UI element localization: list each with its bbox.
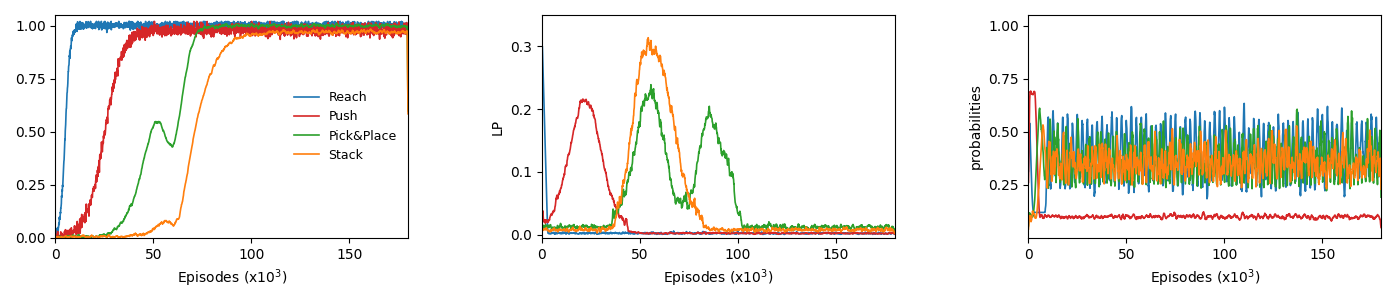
Legend: Reach, Push, Pick&Place, Stack: Reach, Push, Pick&Place, Stack xyxy=(289,86,402,167)
Pick&Place xyxy=(306,21,322,25)
Pick&Place xyxy=(288,23,304,27)
Line: Stack: Stack xyxy=(56,29,408,238)
Y-axis label: probabilities: probabilities xyxy=(969,84,983,169)
Stack xyxy=(399,112,416,116)
Push xyxy=(193,27,209,30)
Stack xyxy=(191,107,208,111)
Line: Pick&Place: Pick&Place xyxy=(56,23,408,238)
Push xyxy=(147,20,163,23)
Reach xyxy=(399,24,416,27)
Pick&Place xyxy=(54,236,71,239)
Stack xyxy=(47,236,64,239)
Push xyxy=(191,25,208,29)
Pick&Place xyxy=(191,30,208,33)
Pick&Place xyxy=(399,109,416,113)
Reach xyxy=(191,23,208,27)
Pick&Place xyxy=(47,235,64,239)
Pick&Place xyxy=(193,27,209,31)
Push xyxy=(288,36,304,40)
Reach xyxy=(179,25,195,29)
Reach xyxy=(67,27,84,31)
X-axis label: Episodes (x10$^3$): Episodes (x10$^3$) xyxy=(1149,267,1261,289)
Pick&Place xyxy=(179,64,195,68)
Push xyxy=(47,236,64,240)
Push xyxy=(67,228,84,232)
Pick&Place xyxy=(123,202,140,206)
Push xyxy=(123,33,140,37)
Reach xyxy=(82,20,99,23)
Stack xyxy=(363,27,380,31)
Reach xyxy=(47,231,64,235)
Line: Reach: Reach xyxy=(56,21,408,234)
Reach xyxy=(47,232,64,236)
Stack xyxy=(81,236,98,240)
Pick&Place xyxy=(67,235,84,238)
Push xyxy=(399,29,416,32)
X-axis label: Episodes (x10$^3$): Episodes (x10$^3$) xyxy=(176,267,288,289)
Push xyxy=(179,26,195,29)
Reach xyxy=(288,25,304,29)
Stack xyxy=(179,171,195,175)
Stack xyxy=(123,233,140,237)
Reach xyxy=(193,25,209,29)
Stack xyxy=(193,101,209,105)
X-axis label: Episodes (x10$^3$): Episodes (x10$^3$) xyxy=(663,267,773,289)
Stack xyxy=(67,235,84,239)
Push xyxy=(47,229,64,233)
Line: Push: Push xyxy=(56,21,408,238)
Stack xyxy=(288,31,304,35)
Y-axis label: LP: LP xyxy=(490,118,505,135)
Reach xyxy=(123,23,140,27)
